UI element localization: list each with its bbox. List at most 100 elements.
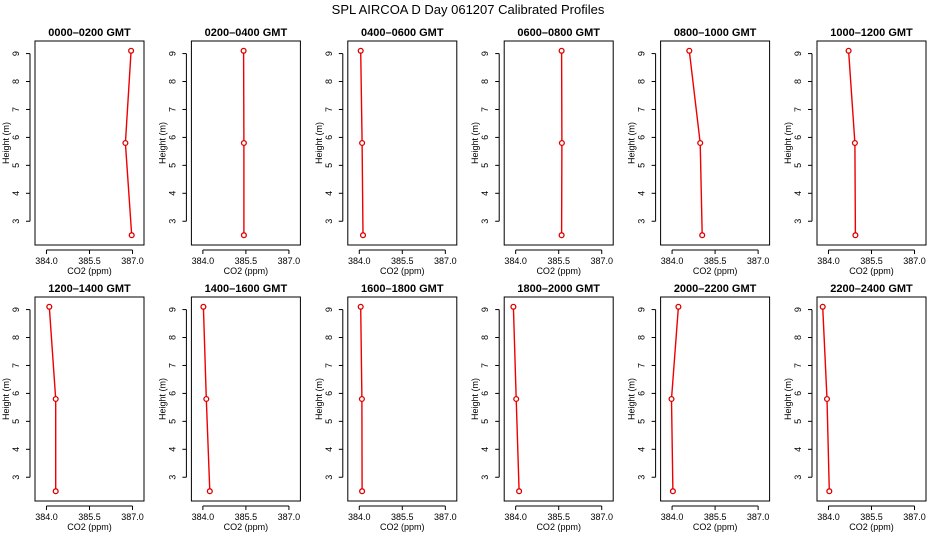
panel-title: 1000–1200 GMT <box>830 27 913 39</box>
y-tick-label: 8 <box>793 79 803 84</box>
y-axis-label: Height (m) <box>1 122 11 164</box>
y-tick-label: 8 <box>637 335 647 340</box>
y-tick-label: 6 <box>167 391 177 396</box>
y-tick-label: 7 <box>480 363 490 368</box>
panel-title: 1800–2000 GMT <box>517 283 600 295</box>
y-tick-label: 8 <box>480 79 490 84</box>
x-tick-label: 385.5 <box>78 512 101 522</box>
y-tick-label: 8 <box>637 79 647 84</box>
y-tick-label: 8 <box>480 335 490 340</box>
data-point <box>358 48 363 53</box>
y-tick-label: 3 <box>324 219 334 224</box>
data-point <box>47 304 52 309</box>
x-tick-label: 387.0 <box>278 256 301 266</box>
y-tick-label: 9 <box>11 307 21 312</box>
x-tick-label: 385.5 <box>860 512 883 522</box>
y-tick-label: 6 <box>11 135 21 140</box>
y-tick-label: 3 <box>637 475 647 480</box>
panel-title: 0800–1000 GMT <box>674 27 757 39</box>
x-tick-label: 385.5 <box>704 512 727 522</box>
x-tick-label: 385.5 <box>547 256 570 266</box>
y-tick-label: 4 <box>11 447 21 452</box>
y-tick-label: 7 <box>167 107 177 112</box>
x-tick-label: 387.0 <box>747 512 770 522</box>
y-tick-label: 5 <box>637 419 647 424</box>
y-tick-label: 9 <box>793 307 803 312</box>
plot-frame <box>504 297 613 501</box>
data-point <box>360 489 365 494</box>
y-tick-label: 4 <box>480 447 490 452</box>
x-axis-label: CO2 (ppm) <box>224 266 269 276</box>
y-tick-label: 6 <box>324 391 334 396</box>
x-axis-label: CO2 (ppm) <box>693 522 738 532</box>
y-tick-label: 3 <box>793 475 803 480</box>
y-axis-label: Height (m) <box>1 378 11 420</box>
data-point <box>511 304 516 309</box>
data-point <box>242 141 247 146</box>
x-tick-label: 387.0 <box>278 512 301 522</box>
data-point <box>853 141 858 146</box>
data-point <box>129 233 134 238</box>
data-point <box>698 141 703 146</box>
x-tick-label: 384.0 <box>348 512 371 522</box>
y-tick-label: 7 <box>637 107 647 112</box>
x-tick-label: 384.0 <box>192 512 215 522</box>
panel-title: 1400–1600 GMT <box>205 283 288 295</box>
x-tick-label: 384.0 <box>35 512 58 522</box>
data-point <box>559 48 564 53</box>
panel-title: 0400–0600 GMT <box>361 27 444 39</box>
y-tick-label: 3 <box>480 475 490 480</box>
x-tick-label: 385.5 <box>547 512 570 522</box>
x-axis-label: CO2 (ppm) <box>849 522 894 532</box>
data-point <box>360 397 365 402</box>
y-tick-label: 5 <box>11 419 21 424</box>
x-tick-label: 387.0 <box>590 256 613 266</box>
data-point <box>242 233 247 238</box>
x-axis-label: CO2 (ppm) <box>67 522 112 532</box>
panel-title: 0200–0400 GMT <box>205 27 288 39</box>
y-tick-label: 3 <box>637 219 647 224</box>
panel-title: 0600–0800 GMT <box>517 27 600 39</box>
y-tick-label: 5 <box>480 163 490 168</box>
y-tick-label: 3 <box>11 475 21 480</box>
y-tick-label: 7 <box>637 363 647 368</box>
y-tick-label: 3 <box>480 219 490 224</box>
plot-frame <box>504 41 613 245</box>
y-tick-label: 3 <box>167 219 177 224</box>
data-point <box>241 48 246 53</box>
y-tick-label: 6 <box>637 135 647 140</box>
y-tick-label: 9 <box>637 51 647 56</box>
x-axis-label: CO2 (ppm) <box>536 266 581 276</box>
y-tick-label: 5 <box>637 163 647 168</box>
y-tick-label: 6 <box>324 135 334 140</box>
data-point <box>517 489 522 494</box>
data-point <box>820 304 825 309</box>
data-point <box>671 489 676 494</box>
data-point <box>514 397 519 402</box>
x-tick-label: 384.0 <box>661 256 684 266</box>
y-tick-label: 7 <box>167 363 177 368</box>
x-tick-label: 384.0 <box>192 256 215 266</box>
x-tick-label: 385.5 <box>391 256 414 266</box>
y-tick-label: 3 <box>324 475 334 480</box>
y-tick-label: 7 <box>793 363 803 368</box>
x-tick-label: 384.0 <box>817 256 840 266</box>
x-axis-label: CO2 (ppm) <box>67 266 112 276</box>
y-tick-label: 4 <box>793 447 803 452</box>
y-tick-label: 4 <box>11 191 21 196</box>
y-tick-label: 9 <box>480 307 490 312</box>
y-tick-label: 9 <box>324 51 334 56</box>
y-tick-label: 8 <box>324 335 334 340</box>
y-tick-label: 5 <box>11 163 21 168</box>
data-point <box>846 48 851 53</box>
y-tick-label: 6 <box>11 391 21 396</box>
y-tick-label: 5 <box>480 419 490 424</box>
x-tick-label: 387.0 <box>903 512 926 522</box>
panel-title: 0000–0200 GMT <box>48 27 131 39</box>
data-point <box>201 304 206 309</box>
y-tick-label: 7 <box>11 363 21 368</box>
